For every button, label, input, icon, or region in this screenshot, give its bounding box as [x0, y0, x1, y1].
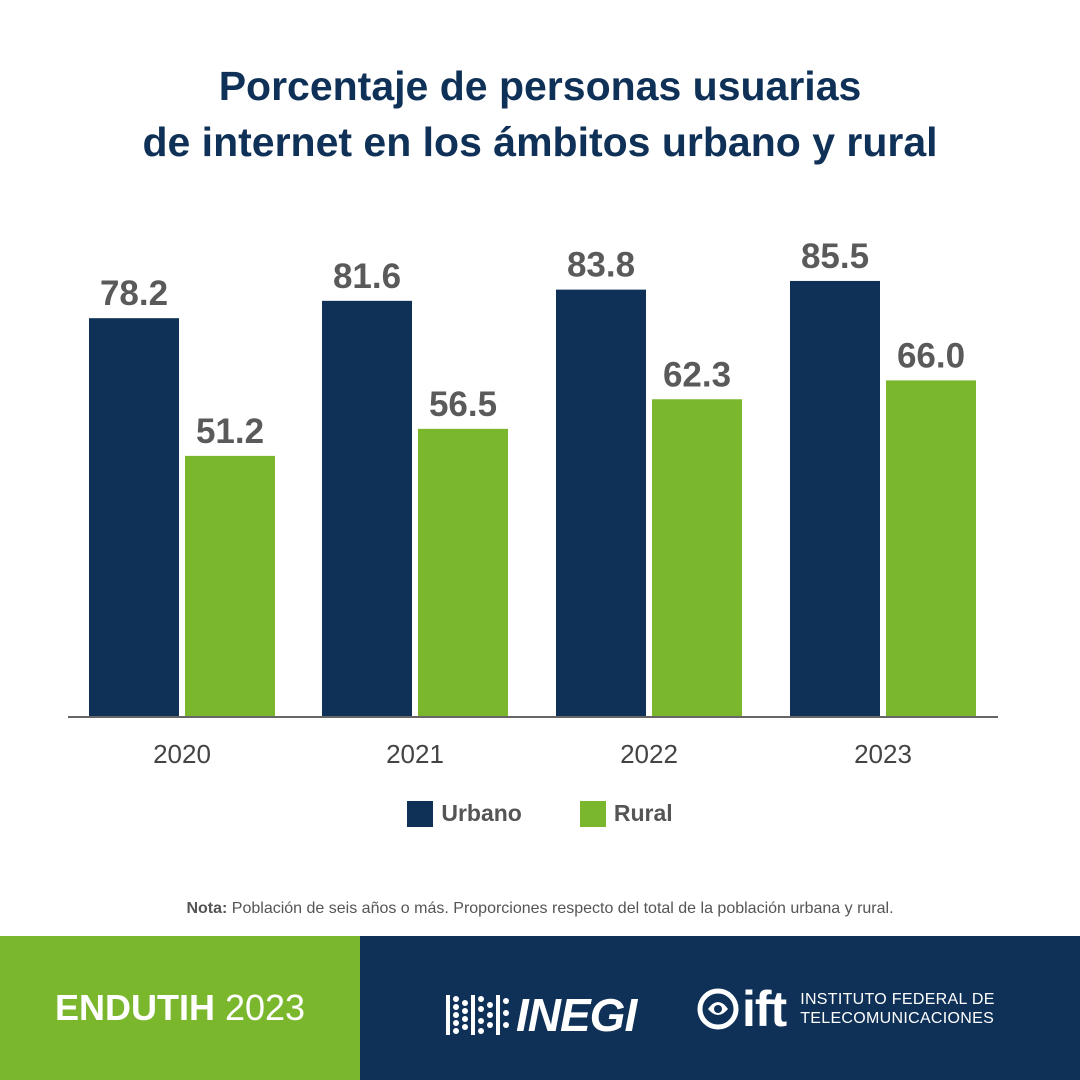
data-label-rural-2020: 51.2 — [196, 412, 264, 451]
x-tick-label-2022: 2022 — [620, 739, 678, 769]
bar-urbano-2023 — [790, 280, 880, 717]
legend-swatch-urbano — [407, 800, 434, 827]
ift-institution-name: INSTITUTO FEDERAL DE TELECOMUNICACIONES — [800, 990, 994, 1028]
ift-logo: ift INSTITUTO FEDERAL DE TELECOMUNICACIO… — [696, 980, 995, 1038]
bar-urbano-2020 — [89, 318, 179, 717]
data-label-urbano-2021: 81.6 — [333, 257, 401, 296]
footer-banner: ENDUTIH 2023 INEGI — [0, 936, 1080, 1080]
note-label: Nota: — [186, 900, 228, 917]
bar-rural-2021 — [418, 428, 508, 717]
chart-note: Nota: Población de seis años o más. Prop… — [0, 900, 1080, 918]
ift-logo-text: ift — [742, 981, 787, 1037]
legend-label-urbano: Urbano — [441, 800, 522, 826]
data-label-urbano-2022: 83.8 — [567, 246, 635, 285]
bar-urbano-2021 — [322, 300, 412, 717]
chart-legend: Urbano Rural — [0, 800, 1080, 827]
data-label-rural-2021: 56.5 — [429, 385, 497, 424]
data-label-rural-2022: 62.3 — [663, 355, 731, 394]
survey-year: 2023 — [224, 987, 306, 1028]
x-tick-label-2020: 2020 — [153, 739, 211, 769]
inegi-dots-icon — [446, 995, 509, 1035]
bar-rural-2022 — [652, 399, 742, 717]
ift-swirl-icon — [697, 988, 739, 1030]
inegi-logo: INEGI — [446, 988, 637, 1042]
chart-title-line-1: Porcentaje de personas usuarias — [218, 63, 862, 109]
bar-chart: 78.2 51.2 2020 81.6 56.5 2021 83.8 62.3 2022 85.5… — [68, 237, 998, 769]
ift-name-line-1: INSTITUTO FEDERAL DE — [800, 991, 995, 1008]
ift-name-line-2: TELECOMUNICACIONES — [800, 1010, 995, 1027]
logos-panel: INEGI ift INSTITUTO FEDERAL DE TELECOMUN… — [360, 936, 1080, 1080]
bar-rural-2023 — [886, 380, 976, 717]
legend-swatch-rural — [579, 800, 606, 827]
legend-label-rural: Rural — [613, 800, 673, 826]
x-tick-label-2023: 2023 — [854, 739, 912, 769]
chart-title: Porcentaje de personas usuarias de inter… — [0, 58, 1080, 170]
data-label-urbano-2020: 78.2 — [100, 274, 168, 313]
inegi-logo-text: INEGI — [516, 989, 637, 1041]
data-label-urbano-2023: 85.5 — [801, 237, 869, 276]
chart-title-line-2: de internet en los ámbitos urbano y rura… — [142, 119, 938, 165]
bar-rural-2020 — [185, 455, 275, 717]
bar-urbano-2022 — [556, 289, 646, 717]
legend-item-rural: Rural — [579, 800, 673, 827]
data-label-rural-2023: 66.0 — [897, 336, 965, 375]
legend-item-urbano: Urbano — [407, 800, 522, 827]
note-text: Población de seis años o más. Proporcion… — [227, 900, 894, 917]
x-tick-label-2021: 2021 — [386, 739, 444, 769]
survey-badge: ENDUTIH 2023 — [0, 936, 360, 1080]
survey-name: ENDUTIH — [54, 987, 215, 1028]
